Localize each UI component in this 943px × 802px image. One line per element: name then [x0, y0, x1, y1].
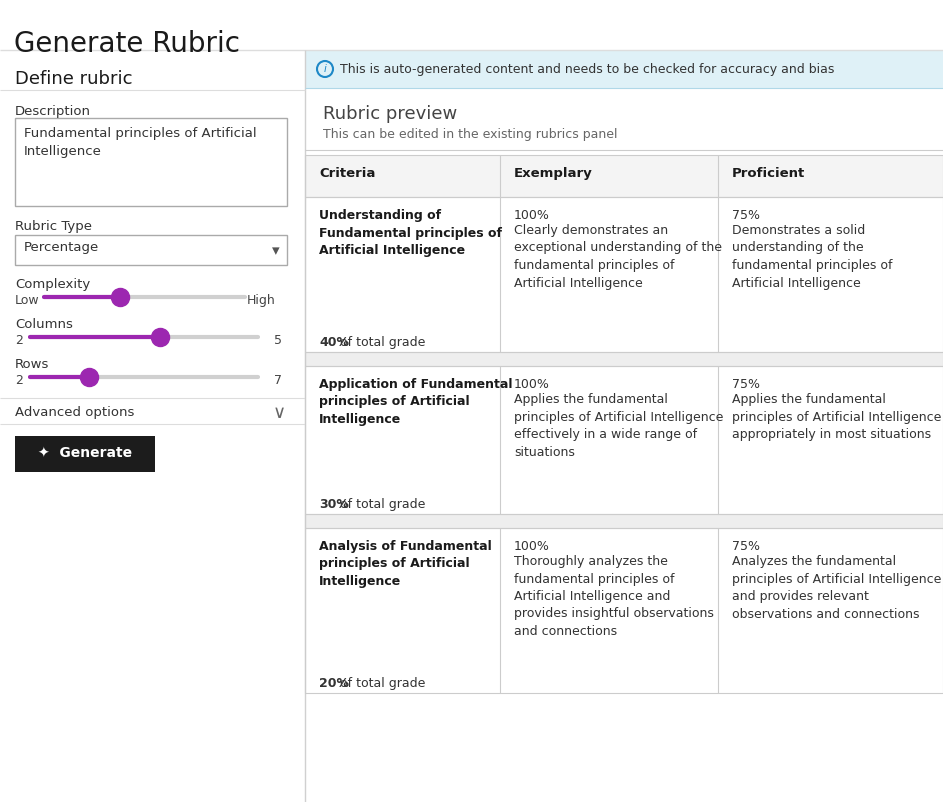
Bar [305, 528, 943, 693]
Text: 2: 2 [15, 334, 23, 347]
Text: This can be edited in the existing rubrics panel: This can be edited in the existing rubri… [323, 128, 618, 141]
Text: 75%: 75% [732, 378, 760, 391]
Text: This is auto-generated content and needs to be checked for accuracy and bias: This is auto-generated content and needs… [340, 63, 835, 76]
Bar [305, 366, 943, 514]
Text: 7: 7 [274, 374, 282, 387]
Text: Applies the fundamental
principles of Artificial Intelligence
appropriately in m: Applies the fundamental principles of Ar… [732, 393, 941, 441]
Text: Thoroughly analyzes the
fundamental principles of
Artificial Intelligence and
pr: Thoroughly analyzes the fundamental prin… [514, 555, 714, 638]
Text: Percentage: Percentage [24, 241, 99, 254]
Bar [305, 50, 943, 88]
Text: ✦  Generate: ✦ Generate [38, 447, 132, 461]
Text: High: High [247, 294, 276, 307]
Text: Clearly demonstrates an
exceptional understanding of the
fundamental principles : Clearly demonstrates an exceptional unde… [514, 224, 722, 290]
Bar [305, 155, 943, 197]
Text: 100%: 100% [514, 540, 550, 553]
Text: 100%: 100% [514, 378, 550, 391]
Text: Exemplary: Exemplary [514, 167, 593, 180]
Text: Analyzes the fundamental
principles of Artificial Intelligence
and provides rele: Analyzes the fundamental principles of A… [732, 555, 941, 621]
Text: Columns: Columns [15, 318, 73, 331]
Text: Rubric preview: Rubric preview [323, 105, 457, 123]
Text: Fundamental principles of Artificial
Intelligence: Fundamental principles of Artificial Int… [24, 127, 256, 158]
Text: of total grade: of total grade [337, 677, 426, 690]
Bar [305, 352, 943, 366]
Text: Low: Low [15, 294, 40, 307]
Bar [15, 235, 287, 265]
Text: Rubric Type: Rubric Type [15, 220, 92, 233]
Text: 5: 5 [274, 334, 282, 347]
Text: of total grade: of total grade [337, 336, 426, 349]
Bar [15, 436, 155, 472]
Text: Criteria: Criteria [319, 167, 375, 180]
Text: Application of Fundamental
principles of Artificial
Intelligence: Application of Fundamental principles of… [319, 378, 512, 426]
Text: ∨: ∨ [273, 404, 286, 422]
Text: 20%: 20% [319, 677, 349, 690]
Text: Rows: Rows [15, 358, 49, 371]
Text: Applies the fundamental
principles of Artificial Intelligence
effectively in a w: Applies the fundamental principles of Ar… [514, 393, 723, 459]
Text: 100%: 100% [514, 209, 550, 222]
Text: Define rubric: Define rubric [15, 70, 133, 88]
Bar [15, 118, 287, 206]
Text: Proficient: Proficient [732, 167, 805, 180]
Text: Description: Description [15, 105, 91, 118]
Text: i: i [323, 64, 326, 74]
Text: 2: 2 [15, 374, 23, 387]
Bar [305, 197, 943, 352]
Text: Complexity: Complexity [15, 278, 91, 291]
Text: Generate Rubric: Generate Rubric [14, 30, 240, 58]
Text: 75%: 75% [732, 540, 760, 553]
Text: 40%: 40% [319, 336, 349, 349]
Text: 75%: 75% [732, 209, 760, 222]
Text: Analysis of Fundamental
principles of Artificial
Intelligence: Analysis of Fundamental principles of Ar… [319, 540, 491, 588]
Text: Advanced options: Advanced options [15, 406, 134, 419]
Text: Demonstrates a solid
understanding of the
fundamental principles of
Artificial I: Demonstrates a solid understanding of th… [732, 224, 892, 290]
Bar [305, 514, 943, 528]
Text: of total grade: of total grade [337, 498, 426, 511]
Text: Understanding of
Fundamental principles of
Artificial Intelligence: Understanding of Fundamental principles … [319, 209, 502, 257]
Text: ▾: ▾ [273, 244, 280, 258]
Text: 30%: 30% [319, 498, 349, 511]
